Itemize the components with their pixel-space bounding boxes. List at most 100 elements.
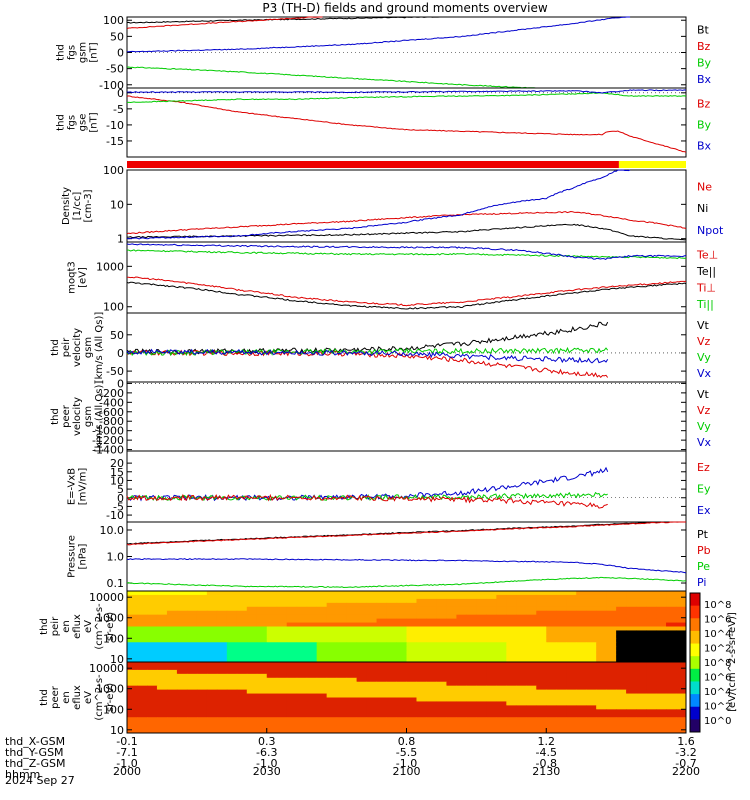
- spectro-cell: [616, 622, 627, 627]
- spectro-cell: [296, 630, 308, 635]
- spectro-cell: [256, 689, 268, 695]
- spectro-cell: [166, 701, 178, 706]
- spectro-cell: [646, 626, 657, 631]
- spectro-cell: [556, 614, 567, 620]
- spectro-cell: [256, 662, 268, 667]
- spectro-cell: [326, 658, 338, 663]
- ephem-value: 1.2: [538, 735, 556, 748]
- pressure-tick-label: 10.0: [100, 524, 125, 537]
- spectro-cell: [586, 717, 597, 722]
- spectro-cell: [236, 618, 248, 624]
- spectro-cell: [306, 709, 318, 714]
- spectro-cell: [346, 721, 358, 726]
- spectro-cell: [196, 642, 208, 647]
- spectro-cell: [426, 618, 437, 624]
- spectro-cell: [536, 658, 547, 663]
- spectro-cell: [386, 630, 398, 635]
- spectro-cell: [536, 681, 547, 687]
- spectro-cell: [296, 622, 308, 627]
- spectro-cell: [156, 677, 168, 683]
- spectro-cell: [506, 591, 517, 596]
- spectro-cell: [506, 662, 517, 667]
- spectro-cell: [506, 646, 517, 651]
- spectro-cell: [286, 626, 298, 631]
- spectro-cell: [416, 709, 427, 714]
- spectro-cell: [556, 705, 567, 710]
- spectro-cell: [576, 705, 587, 710]
- spectro-cell: [536, 591, 547, 596]
- spectro-cell: [356, 646, 368, 651]
- spectro-cell: [666, 685, 677, 691]
- spectro-cell: [326, 677, 338, 683]
- spectro-cell: [366, 677, 378, 683]
- fgs_gsm-ylabel-line-0: thd: [56, 44, 67, 61]
- spectro-cell: [336, 654, 348, 659]
- spectro-cell: [236, 614, 248, 620]
- spectro-cell: [166, 594, 178, 600]
- spectro-cell: [136, 729, 148, 734]
- spectro-cell: [496, 725, 507, 730]
- spectro-cell: [226, 642, 238, 647]
- panel-frame: [126, 381, 687, 452]
- spectro-cell: [666, 638, 677, 643]
- spectro-cell: [626, 693, 637, 698]
- colorbar-tick-label: 10^4: [704, 629, 731, 640]
- spectro-cell: [376, 662, 388, 667]
- spectro-cell: [646, 610, 657, 616]
- spectro-cell: [536, 630, 547, 635]
- fgs_gsm-tick-label: 50: [110, 30, 124, 43]
- x-tick-label: 2030: [253, 765, 281, 778]
- spectro-cell: [446, 693, 457, 698]
- spectro-cell: [426, 646, 437, 651]
- spectro-cell: [216, 622, 228, 627]
- spectro-cell: [186, 626, 198, 631]
- spectro-cell: [176, 634, 188, 639]
- spectro-cell: [596, 594, 607, 600]
- spectro-cell: [406, 721, 417, 726]
- spectro-cell: [206, 630, 218, 635]
- spectro-cell: [296, 658, 308, 663]
- ephem-value: 1.6: [677, 735, 695, 748]
- spectro-cell: [336, 622, 348, 627]
- spectro-cell: [666, 626, 677, 631]
- spectro-cell: [666, 622, 677, 627]
- spectro-cell: [196, 591, 208, 596]
- spectro-cell: [256, 705, 268, 710]
- spectro-cell: [276, 622, 288, 627]
- density-ylabel-line-1: [1/cc]: [72, 192, 83, 221]
- spectro-cell: [176, 693, 188, 698]
- spectro-cell: [486, 602, 497, 608]
- spectro-cell: [236, 669, 248, 675]
- spectro-cell: [186, 693, 198, 698]
- spectro-cell: [196, 689, 208, 695]
- spectro-cell: [156, 701, 168, 706]
- spectro-cell: [326, 622, 338, 627]
- spectro-cell: [356, 654, 368, 659]
- peer_eflux-ylabel-line-4: eV: [83, 691, 94, 704]
- spectro-cell: [426, 662, 437, 667]
- spectro-cell: [127, 602, 138, 608]
- spectro-cell: [606, 705, 617, 710]
- spectro-cell: [576, 614, 587, 620]
- spectro-cell: [246, 713, 258, 718]
- spectro-cell: [206, 591, 218, 596]
- spectro-cell: [266, 591, 278, 596]
- peer_velocity-tick-label: -800: [99, 415, 124, 428]
- spectro-cell: [216, 618, 228, 624]
- spectro-cell: [346, 669, 358, 675]
- spectro-cell: [326, 642, 338, 647]
- peir_eflux-ylabel-line-4: eV: [83, 620, 94, 633]
- spectro-cell: [546, 662, 557, 667]
- spectro-cell: [426, 614, 437, 620]
- spectro-cell: [666, 701, 677, 706]
- spectro-cell: [596, 729, 607, 734]
- spectro-cell: [426, 677, 437, 683]
- spectro-cell: [166, 717, 178, 722]
- spectro-cell: [196, 630, 208, 635]
- spectro-cell: [486, 634, 497, 639]
- spectro-cell: [146, 705, 158, 710]
- spectro-cell: [606, 697, 617, 702]
- spectro-cell: [566, 689, 577, 695]
- spectro-cell: [186, 669, 198, 675]
